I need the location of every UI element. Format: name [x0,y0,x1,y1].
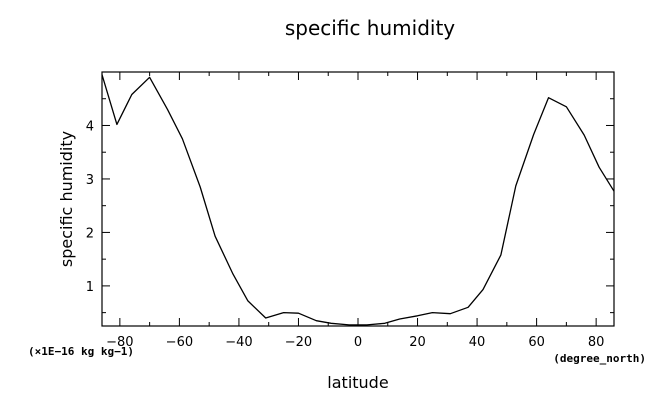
x-tick-label: 0 [354,335,362,350]
x-tick-label: −60 [166,335,193,350]
y-axis-unit: (×1E−16 kg kg−1) [28,345,134,358]
x-axis: −80 −60 −40 −20 0 20 40 60 80 [106,72,604,350]
x-tick-label: 20 [409,335,426,350]
x-axis-label: latitude [327,373,388,392]
y-tick-label: 3 [86,173,94,188]
x-tick-label: −40 [225,335,252,350]
chart-title: specific humidity [285,16,455,40]
series-layer [101,74,615,326]
y-tick-label: 4 [86,119,94,134]
y-tick-label: 1 [86,280,94,295]
y-axis: 1 2 3 4 [86,98,614,314]
x-tick-label: 80 [588,335,605,350]
x-tick-label: −20 [285,335,312,350]
x-tick-label: −80 [106,335,133,350]
y-axis-label: specific humidity [57,131,76,267]
plot-frame [101,71,615,327]
x-tick-label: 60 [528,335,545,350]
y-tick-label: 2 [86,226,94,241]
x-tick-label: 40 [469,335,486,350]
x-axis-unit: (degree_north) [553,352,646,365]
series-line [101,74,615,326]
